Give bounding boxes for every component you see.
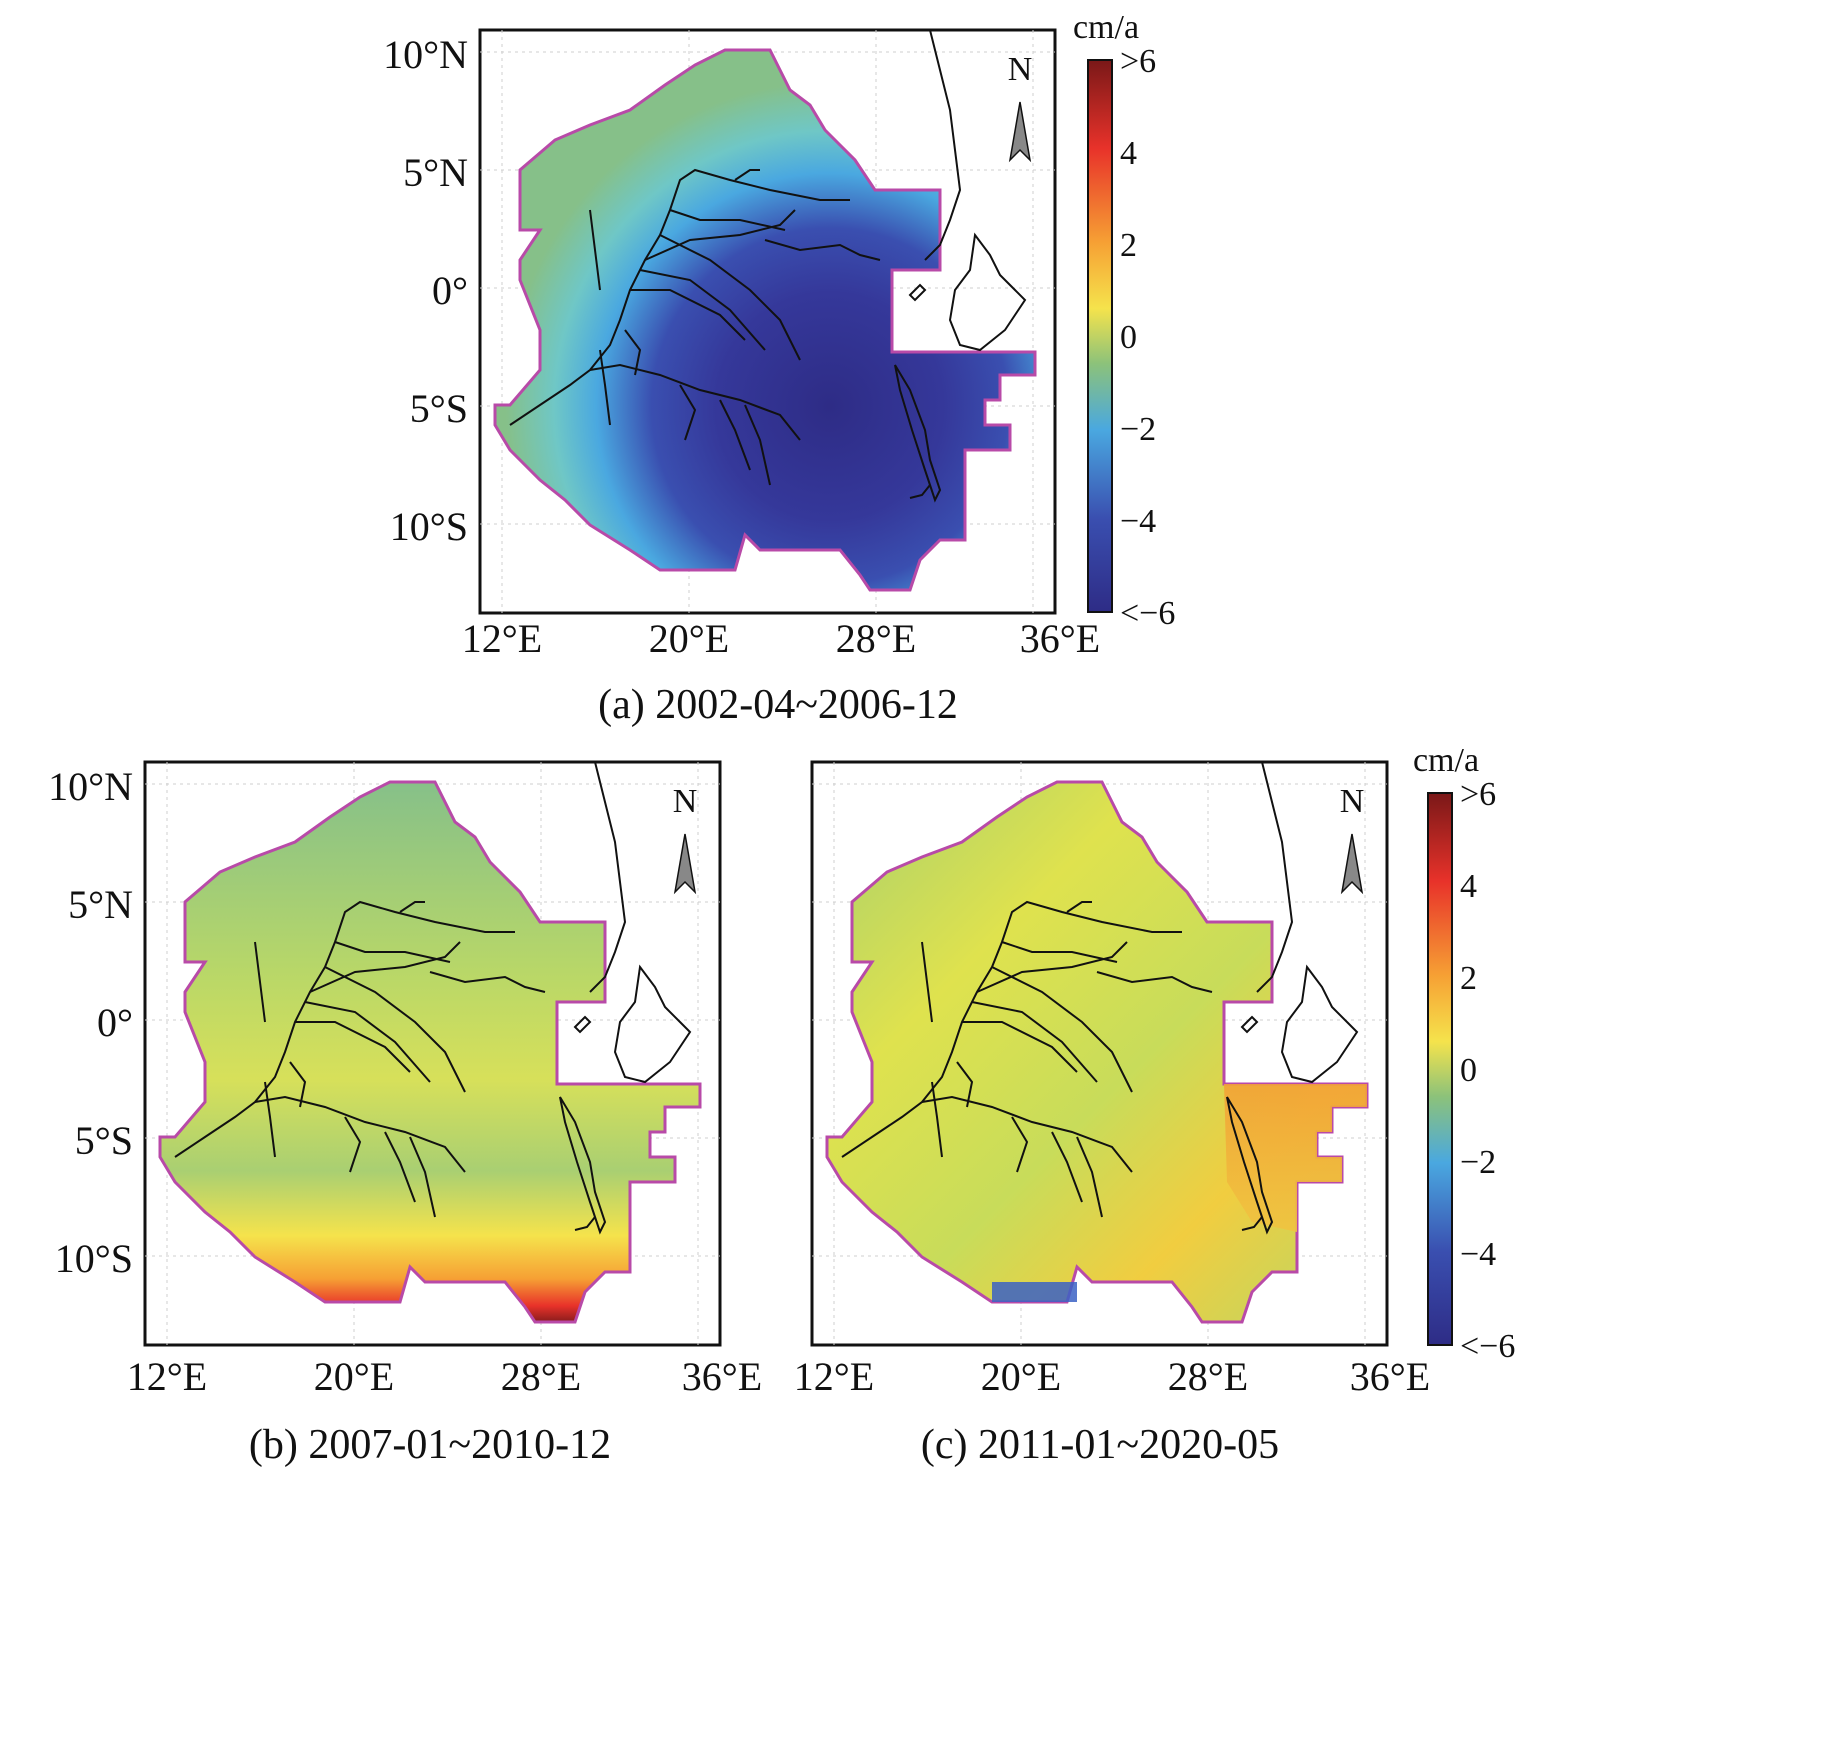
river-network — [509, 168, 942, 503]
north-label: N — [673, 783, 698, 820]
colorbar-top: cm/a >6 4 2 0 −2 −4 <−6 — [1073, 9, 1175, 632]
colorbar-bottom: cm/a >6 4 2 0 −2 −4 <−6 — [1413, 742, 1515, 1365]
panel-caption: (c) 2011-01~2020-05 — [921, 1422, 1279, 1468]
lon-label: 36°E — [1350, 1354, 1430, 1399]
colorbar-tick: 0 — [1460, 1052, 1477, 1089]
colorbar-tick: 2 — [1460, 960, 1477, 997]
north-arrow: N — [1008, 51, 1033, 163]
congo-basin-field — [493, 48, 1037, 592]
north-arrow-icon — [1008, 101, 1032, 163]
map-panel-b: N — [143, 760, 722, 1347]
colorbar-tick: 4 — [1120, 135, 1137, 172]
lon-label: 28°E — [1168, 1354, 1248, 1399]
east-africa-coastline — [573, 761, 692, 1084]
lat-label: 10°N — [48, 764, 133, 809]
colorbar-tick: −2 — [1460, 1144, 1496, 1181]
colorbar-ramp — [1427, 792, 1453, 1346]
panel-caption: (b) 2007-01~2010-12 — [249, 1422, 611, 1468]
lat-label: 10°S — [390, 504, 468, 549]
lon-label: 28°E — [836, 616, 916, 661]
colorbar-tick: 2 — [1120, 227, 1137, 264]
colorbar-unit: cm/a — [1413, 742, 1479, 779]
north-arrow: N — [1340, 783, 1365, 895]
congo-basin-field — [158, 780, 702, 1324]
north-arrow: N — [673, 783, 698, 895]
river-network — [841, 900, 1274, 1235]
lon-label: 36°E — [682, 1354, 762, 1399]
east-africa-coastline — [1240, 761, 1359, 1084]
lat-label: 5°S — [410, 386, 468, 431]
lon-label: 20°E — [649, 616, 729, 661]
lon-label: 28°E — [501, 1354, 581, 1399]
river-network — [174, 900, 607, 1235]
colorbar-tick: 4 — [1460, 868, 1477, 905]
lon-label: 12°E — [127, 1354, 207, 1399]
lon-label: 20°E — [981, 1354, 1061, 1399]
colorbar-unit: cm/a — [1073, 9, 1139, 46]
lat-label: 5°N — [68, 882, 133, 927]
east-africa-coastline — [908, 29, 1027, 352]
north-label: N — [1008, 51, 1033, 88]
lon-label: 12°E — [462, 616, 542, 661]
colorbar-tick: >6 — [1460, 776, 1496, 813]
north-label: N — [1340, 783, 1365, 820]
map-panel-a: N — [478, 28, 1057, 615]
panel-caption: (a) 2002-04~2006-12 — [598, 682, 958, 728]
map-panel-c: N — [810, 760, 1389, 1347]
lat-label: 5°S — [75, 1118, 133, 1163]
north-arrow-icon — [1340, 833, 1364, 895]
colorbar-tick: −4 — [1120, 503, 1156, 540]
colorbar-tick: 0 — [1120, 319, 1137, 356]
colorbar-tick: <−6 — [1120, 595, 1175, 632]
lat-label: 10°N — [383, 32, 468, 77]
drying-zone-south — [992, 1282, 1077, 1302]
colorbar-ramp — [1087, 59, 1113, 613]
north-arrow-icon — [673, 833, 697, 895]
lat-label: 10°S — [55, 1236, 133, 1281]
colorbar-tick: −2 — [1120, 411, 1156, 448]
colorbar-tick: −4 — [1460, 1236, 1496, 1273]
lon-label: 12°E — [794, 1354, 874, 1399]
colorbar-tick: >6 — [1120, 43, 1156, 80]
lon-label: 36°E — [1020, 616, 1100, 661]
lat-label: 0° — [97, 1000, 133, 1045]
colorbar-tick: <−6 — [1460, 1328, 1515, 1365]
lat-label: 5°N — [403, 150, 468, 195]
lat-label: 0° — [432, 268, 468, 313]
wetting-zone-southeast — [1224, 1084, 1367, 1232]
lon-label: 20°E — [314, 1354, 394, 1399]
